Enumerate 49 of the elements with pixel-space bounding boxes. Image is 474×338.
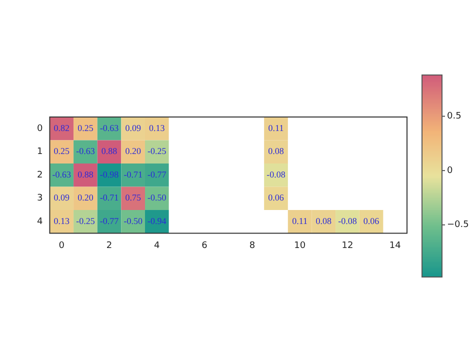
x-tick-label: 12 (342, 240, 354, 251)
data-label: 0.09 (125, 122, 142, 133)
x-tick-label: 10 (294, 240, 306, 251)
data-label: -0.50 (148, 192, 167, 203)
data-label: 0.11 (292, 216, 308, 226)
data-label: 0.13 (149, 122, 166, 133)
data-label: -0.63 (76, 146, 96, 156)
data-label: 0.06 (363, 216, 380, 226)
data-label: -0.08 (338, 216, 358, 226)
data-label: -0.25 (148, 146, 167, 156)
y-tick-label: 3 (36, 194, 43, 204)
color-bar-label: 0.5 (447, 112, 462, 122)
data-label: 0.06 (268, 192, 284, 203)
data-label: 0.08 (268, 146, 284, 156)
data-label: -0.50 (124, 216, 143, 226)
data-label: 0.82 (54, 122, 70, 133)
data-label: 0.88 (101, 146, 118, 156)
y-tick-label: 4 (36, 216, 43, 227)
data-label: 0.20 (78, 192, 94, 203)
data-label: -0.63 (100, 122, 120, 133)
data-label: 0.11 (268, 122, 284, 133)
color-bar-label: −0.5 (447, 220, 469, 230)
data-label: 0.20 (125, 146, 142, 156)
data-label: -0.94 (148, 216, 167, 226)
y-tick-label: 1 (36, 147, 43, 158)
x-tick-label: 8 (249, 240, 256, 251)
y-tick-label: 2 (36, 170, 43, 180)
data-label: 0.75 (125, 192, 142, 203)
data-label: -0.08 (266, 169, 286, 180)
data-label: 0.88 (78, 169, 94, 180)
x-tick-label: 0 (58, 240, 65, 251)
color-bar-label: 0 (447, 166, 453, 176)
x-tick-label: 6 (202, 240, 208, 251)
x-tick-label: 14 (389, 240, 402, 251)
data-label: -0.71 (124, 169, 142, 180)
data-label: -0.77 (100, 216, 120, 226)
data-label: 0.13 (54, 216, 70, 226)
data-label: 0.25 (54, 146, 70, 156)
x-tick-label: 4 (154, 240, 160, 251)
data-label: -0.71 (100, 192, 119, 203)
data-label: -0.77 (148, 169, 167, 180)
data-label: -0.63 (52, 169, 72, 180)
data-label: 0.25 (78, 122, 94, 133)
data-label: 0.08 (316, 216, 332, 226)
data-label: -0.25 (76, 216, 96, 226)
x-tick-label: 2 (106, 240, 112, 251)
data-label: 0.09 (54, 192, 70, 203)
data-label: -0.98 (100, 169, 120, 180)
y-tick-label: 0 (36, 124, 43, 134)
